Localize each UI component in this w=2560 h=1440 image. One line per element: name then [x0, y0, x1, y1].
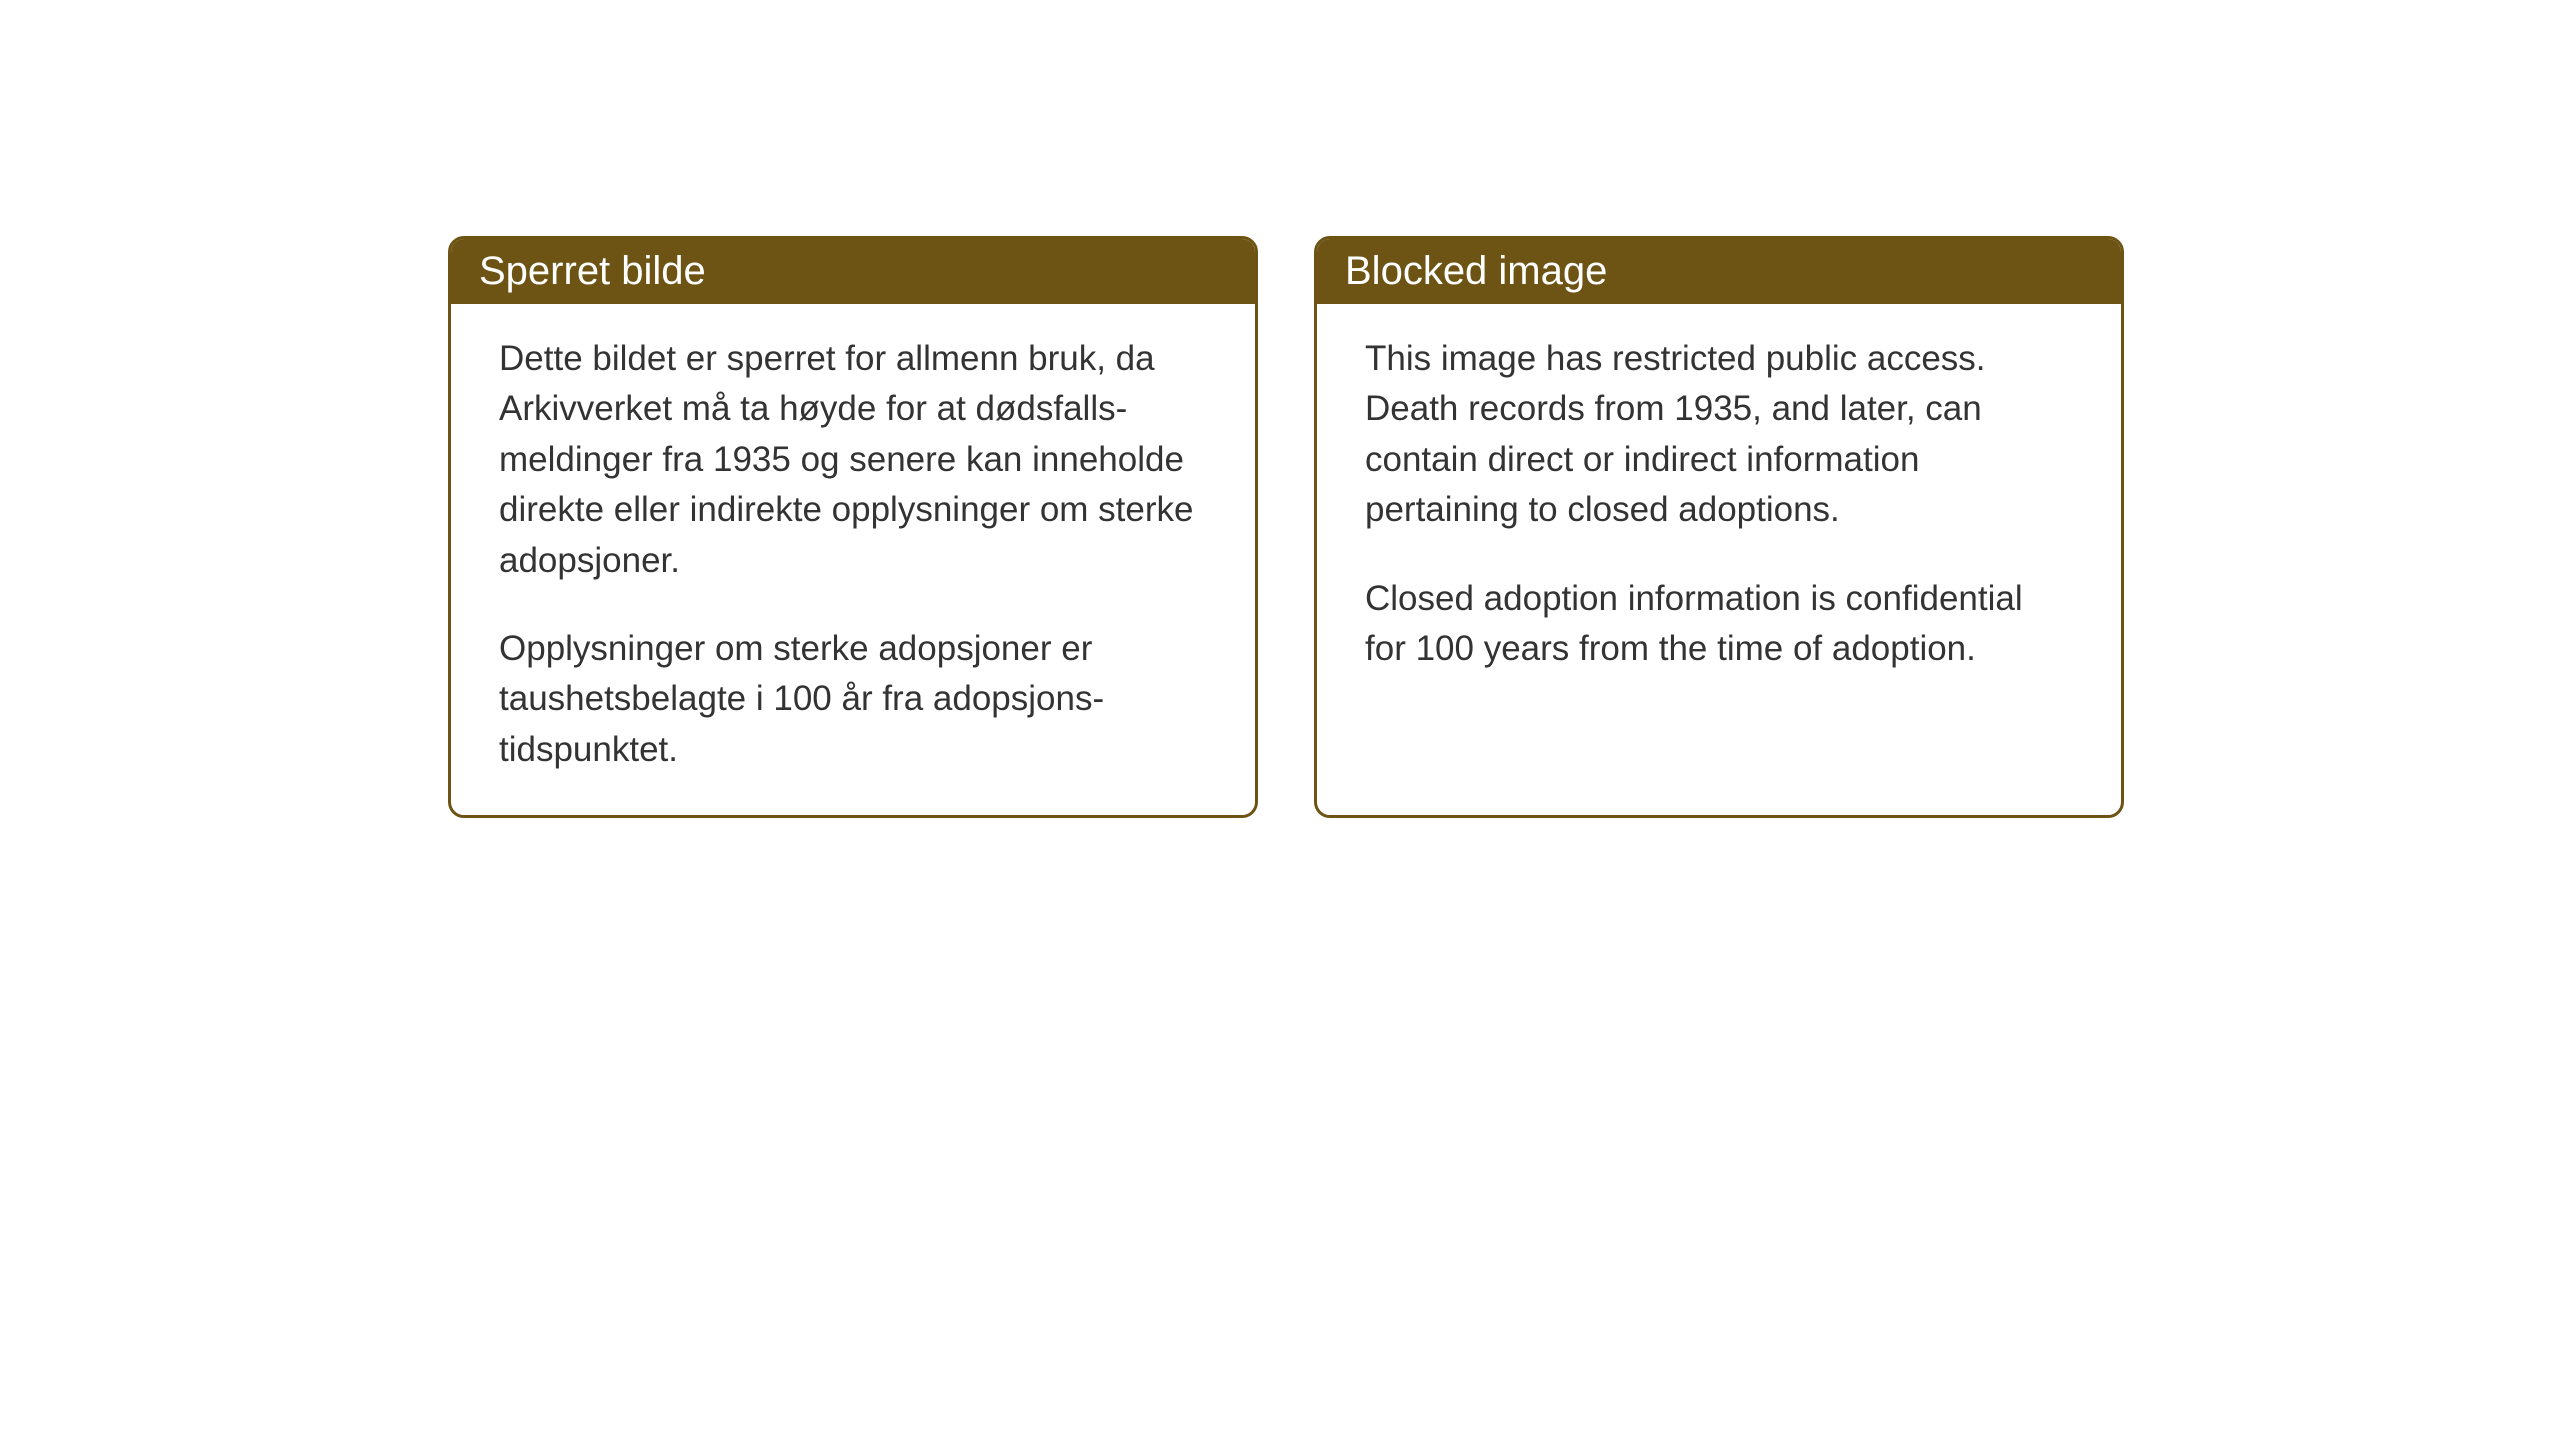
- norwegian-paragraph-1: Dette bildet er sperret for allmenn bruk…: [499, 334, 1207, 586]
- english-paragraph-2: Closed adoption information is confident…: [1365, 574, 2073, 675]
- norwegian-paragraph-2: Opplysninger om sterke adopsjoner er tau…: [499, 624, 1207, 775]
- english-body: This image has restricted public access.…: [1317, 304, 2121, 734]
- english-header: Blocked image: [1317, 239, 2121, 304]
- english-message-box: Blocked image This image has restricted …: [1314, 236, 2124, 818]
- norwegian-header: Sperret bilde: [451, 239, 1255, 304]
- norwegian-body: Dette bildet er sperret for allmenn bruk…: [451, 304, 1255, 815]
- norwegian-message-box: Sperret bilde Dette bildet er sperret fo…: [448, 236, 1258, 818]
- english-paragraph-1: This image has restricted public access.…: [1365, 334, 2073, 536]
- message-container: Sperret bilde Dette bildet er sperret fo…: [448, 236, 2124, 818]
